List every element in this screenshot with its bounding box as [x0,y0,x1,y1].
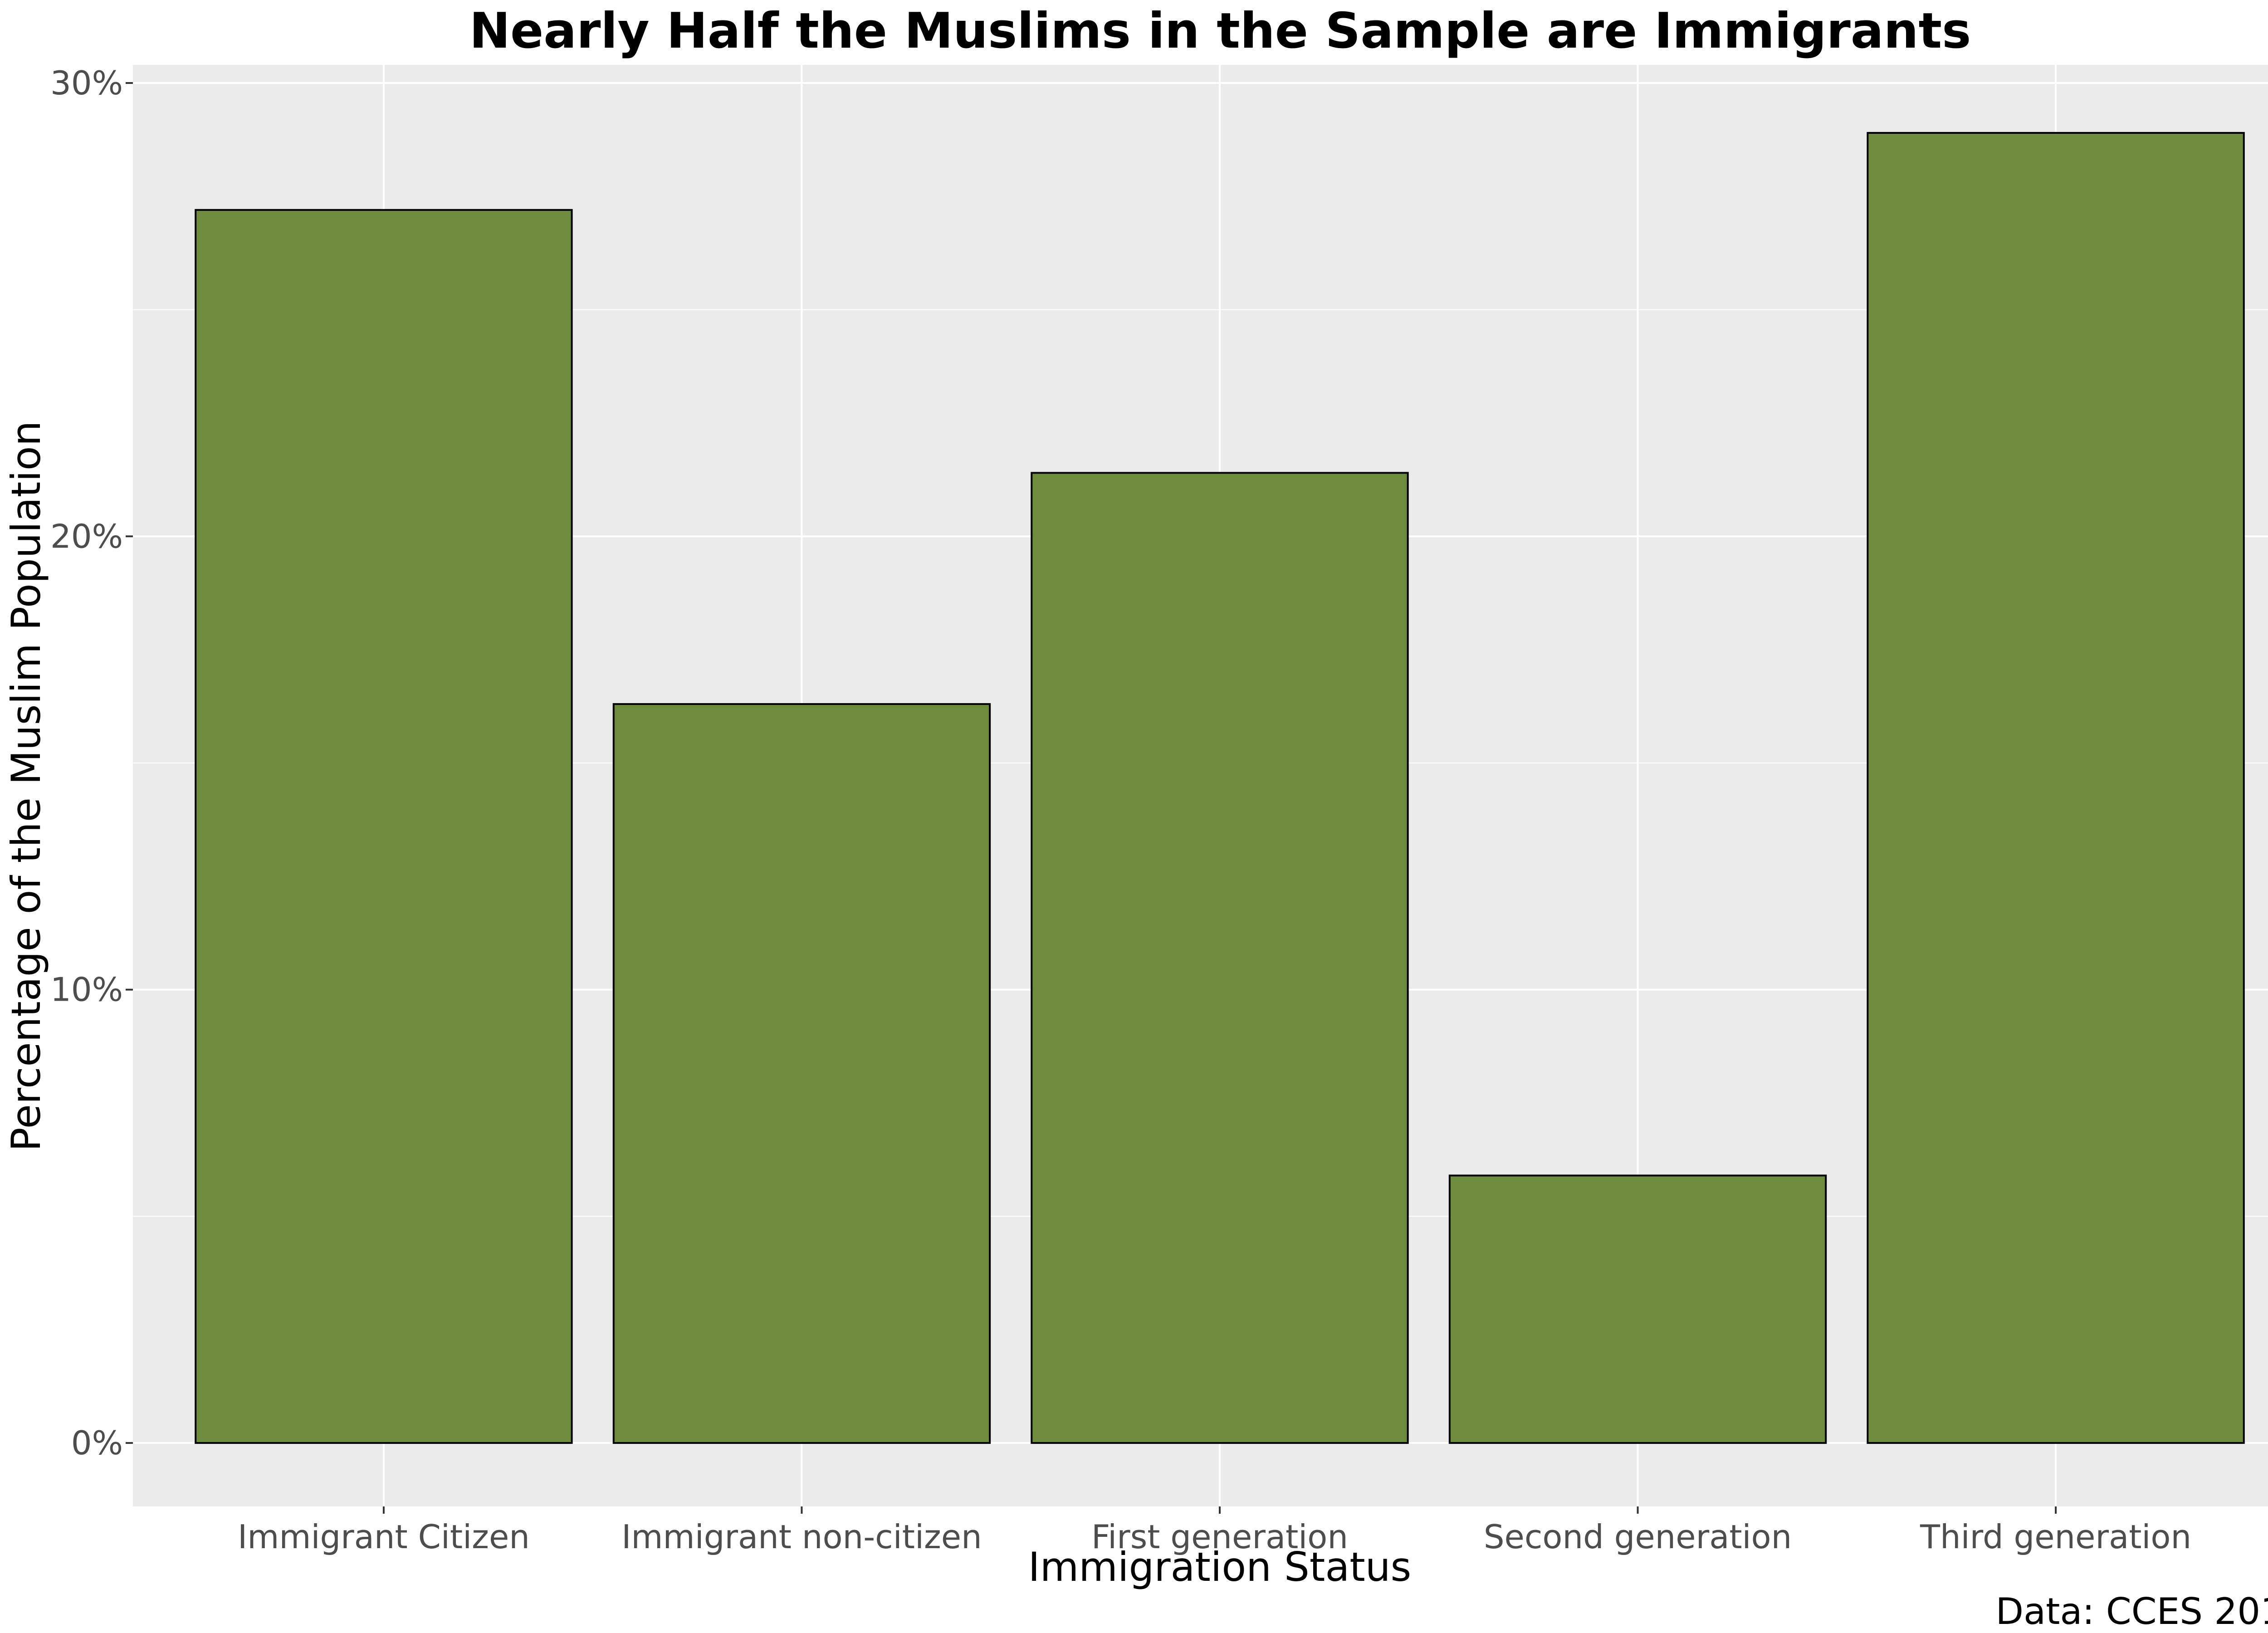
chart-title: Nearly Half the Muslims in the Sample ar… [469,3,1971,59]
x-tick-label: Immigrant non-citizen [621,1518,982,1556]
y-tick-label: 0% [71,1424,123,1462]
y-tick-label: 20% [50,517,123,555]
x-axis-title: Immigration Status [1028,1544,1412,1590]
y-axis-title: Percentage of the Muslim Population [3,421,49,1152]
bar [195,209,573,1444]
y-tick-label: 30% [50,64,123,102]
bar [612,703,991,1444]
bar [1867,132,2245,1444]
y-tick-label: 10% [50,971,123,1009]
x-axis: Immigrant Citizen Immigrant non-citizen Fi… [238,1506,2191,1556]
bars [195,132,2245,1444]
x-tick-label: First generation [1091,1518,1348,1556]
data-source-caption: Data: CCES 2016 [1996,1590,2268,1633]
y-axis: 0% 10% 20% 30% [50,64,133,1462]
x-tick-label: Second generation [1484,1518,1792,1556]
bar [1448,1174,1827,1444]
x-tick-label: Immigrant Citizen [238,1518,530,1556]
bar [1031,472,1409,1444]
x-tick-label: Third generation [1920,1518,2191,1556]
